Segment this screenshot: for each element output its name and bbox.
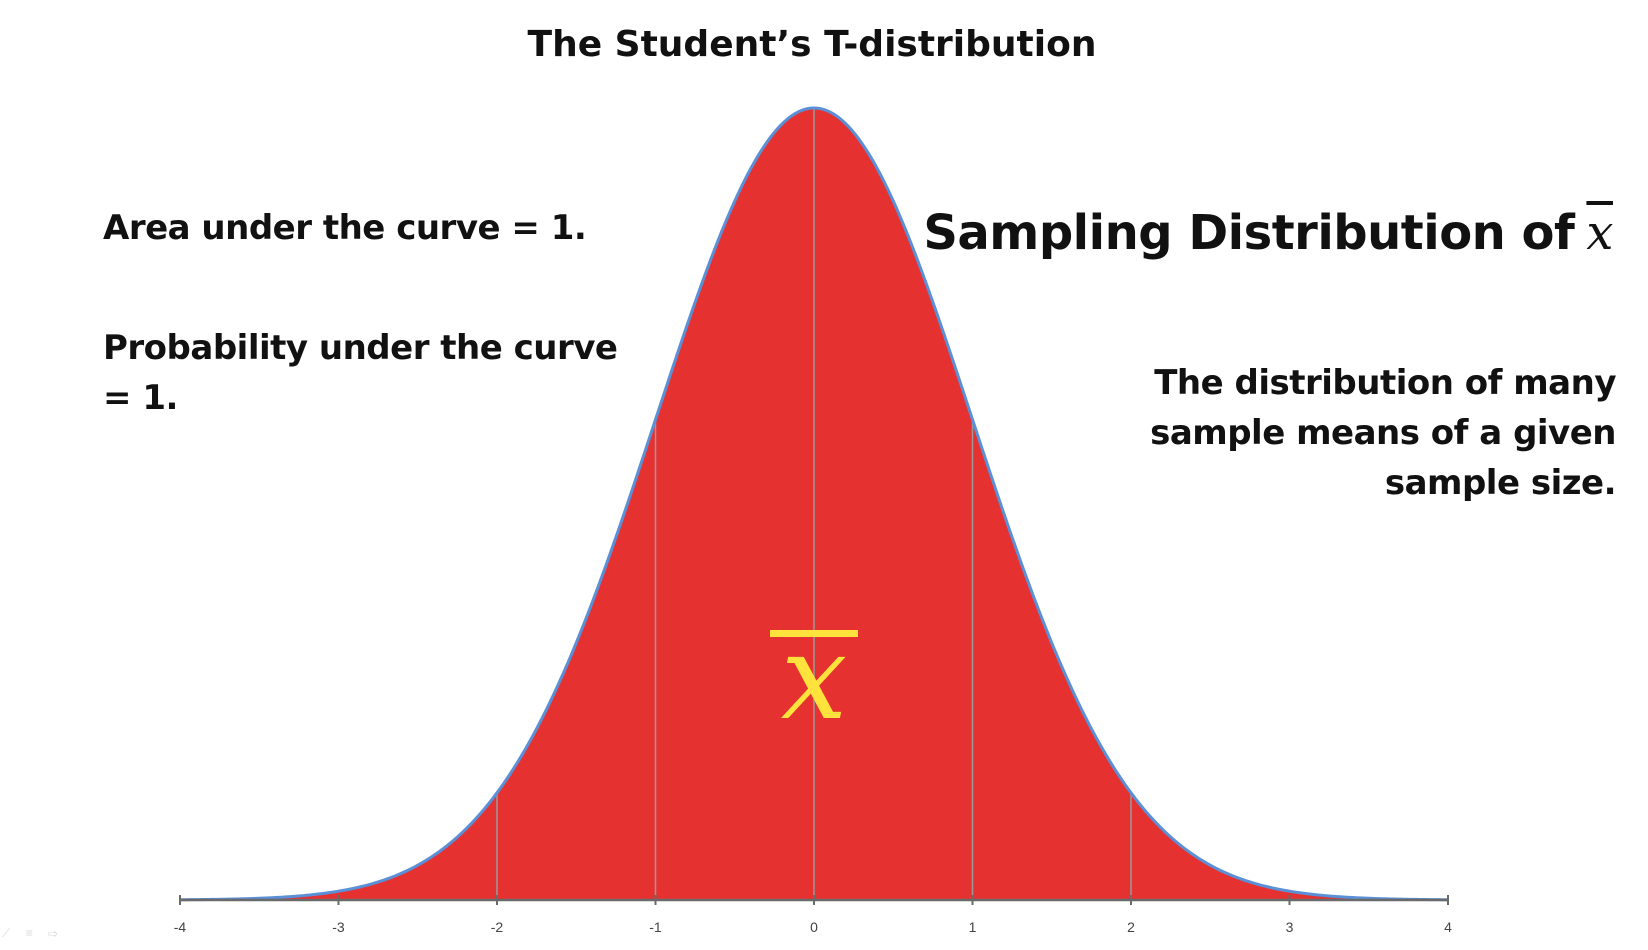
x-tick-label-neg3: -3 [332, 919, 345, 935]
slide-control-icons[interactable]: ⟋ ≡ ⇨ [2, 926, 64, 940]
x-tick-label-1: 1 [969, 919, 977, 935]
plot-area: -4 -3 -2 -1 0 1 2 3 4 x [174, 106, 1452, 935]
x-tick-label-2: 2 [1127, 919, 1135, 935]
x-tick-label-0: 0 [810, 919, 818, 935]
x-tick-label-4: 4 [1444, 919, 1452, 935]
x-tick-label-neg4: -4 [174, 919, 187, 935]
x-bar-overline [770, 630, 858, 637]
area-note: Area under the curve = 1. [103, 208, 587, 248]
sampling-distribution-heading: Sampling Distribution of x [923, 205, 1613, 261]
distribution-curve [179, 106, 1449, 902]
heading-text: Sampling Distribution of [923, 205, 1575, 261]
x-tick-label-3: 3 [1286, 919, 1294, 935]
probability-note: Probability under the curve = 1. [103, 328, 618, 418]
slide-title: The Student’s T-distribution [527, 24, 1097, 65]
x-tick-label-neg1: -1 [649, 919, 662, 935]
x-tick-label-neg2: -2 [491, 919, 504, 935]
distribution-description: The distribution of many sample means of… [1150, 363, 1616, 503]
x-bar-heading-symbol: x [1586, 205, 1613, 261]
x-bar-center-symbol: x [781, 608, 848, 746]
